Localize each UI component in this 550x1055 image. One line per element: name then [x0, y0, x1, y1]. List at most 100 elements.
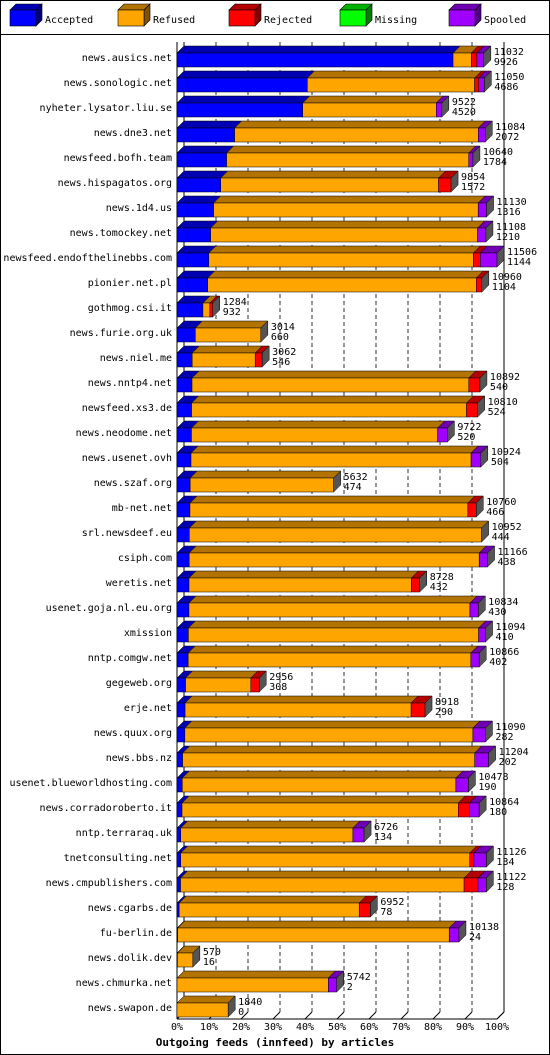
bar-side	[486, 195, 494, 218]
accepted-label: 1316	[497, 207, 521, 218]
accepted-label: 430	[488, 607, 506, 618]
legend-label: Spooled	[484, 15, 526, 26]
bar-segment	[220, 170, 447, 193]
bar-segment	[176, 295, 211, 318]
bar-segment	[176, 45, 461, 68]
accepted-label: 660	[271, 332, 289, 343]
bar	[176, 402, 192, 418]
bar	[226, 152, 469, 168]
accepted-label: 466	[486, 507, 504, 518]
bar	[176, 452, 192, 468]
total-label: 11130	[497, 197, 527, 208]
bar-segment	[190, 420, 446, 443]
bar-segment	[176, 95, 311, 118]
accepted-label: 520	[457, 432, 475, 443]
bar-top	[176, 120, 243, 129]
bar-side	[419, 570, 427, 593]
accepted-label: 9926	[494, 57, 518, 68]
category-label: news.hispagatos.org	[58, 178, 172, 189]
total-label: 10960	[492, 272, 522, 283]
accepted-label: 134	[374, 832, 392, 843]
accepted-label: 180	[489, 807, 507, 818]
bar-top	[188, 595, 478, 604]
bar	[176, 527, 190, 543]
bar	[474, 77, 480, 93]
accepted-label: 474	[344, 482, 362, 493]
bar-top	[187, 620, 487, 629]
accepted-label: 1144	[507, 257, 531, 268]
total-label: 11126	[496, 847, 526, 858]
bar-top	[176, 145, 235, 154]
accepted-label: 1784	[483, 157, 507, 168]
bar-segment	[208, 245, 481, 268]
bar-side	[476, 495, 484, 518]
bar	[184, 702, 412, 718]
bar-top	[187, 645, 479, 654]
total-label: 11094	[496, 622, 526, 633]
bar	[176, 677, 186, 693]
bar	[181, 802, 459, 818]
bar	[468, 377, 481, 393]
category-label: tnetconsulting.net	[64, 853, 172, 864]
category-label: news.niel.me	[100, 353, 172, 364]
bar	[191, 377, 470, 393]
bar	[176, 752, 183, 768]
category-label: newsfeed.bofh.team	[64, 153, 172, 164]
bar-segment	[181, 770, 464, 793]
bar-side	[212, 295, 220, 318]
bar	[188, 627, 479, 643]
bar	[358, 902, 371, 918]
bar-top	[190, 420, 446, 429]
total-label: 10924	[491, 447, 521, 458]
bar-segment	[176, 970, 336, 993]
bar	[472, 727, 486, 743]
category-label: news.quux.org	[94, 728, 172, 739]
total-label: 3014	[271, 322, 295, 333]
bar	[471, 52, 478, 68]
category-label: news.neodome.net	[76, 428, 172, 439]
category-label: news.1d4.us	[106, 203, 172, 214]
accepted-label: 932	[223, 307, 241, 318]
x-tick-label: 20%	[232, 1022, 250, 1033]
total-label: 570	[203, 947, 221, 958]
category-label: news.bbs.nz	[106, 753, 172, 764]
bar	[208, 252, 474, 268]
legend-swatch	[9, 9, 37, 27]
bar-side	[480, 445, 489, 468]
bar	[176, 877, 181, 893]
bar-side	[484, 70, 492, 93]
bar	[477, 227, 487, 243]
bar	[176, 202, 214, 218]
bar	[176, 577, 190, 593]
bar	[176, 602, 190, 618]
accepted-label: 2	[347, 982, 353, 993]
accepted-label: 16	[203, 957, 215, 968]
bar-segment	[212, 195, 486, 218]
bar-side	[258, 670, 267, 693]
bar	[176, 352, 193, 368]
bar-top	[184, 695, 419, 704]
total-label: 5632	[344, 472, 368, 483]
category-label: news.tomockey.net	[70, 228, 172, 239]
category-label: gothmog.csi.it	[88, 303, 172, 314]
accepted-label: 504	[491, 457, 509, 468]
bar-segment	[190, 445, 479, 468]
category-label: nyheter.lysator.liu.se	[40, 103, 172, 114]
bar-top	[177, 920, 457, 929]
total-label: 11032	[494, 47, 524, 58]
x-tick-label: 80%	[424, 1022, 442, 1033]
bar	[474, 752, 489, 768]
bar-side	[192, 945, 201, 968]
total-label: 1284	[223, 297, 247, 308]
accepted-label: 290	[435, 707, 453, 718]
x-tick	[272, 1011, 281, 1020]
total-label: 10864	[489, 797, 519, 808]
total-label: 10640	[483, 147, 513, 158]
category-label: news.nntp4.net	[88, 378, 172, 389]
bar	[176, 277, 208, 293]
bar	[437, 427, 448, 443]
legend-label: Missing	[375, 15, 417, 26]
bar	[254, 352, 263, 368]
bar	[176, 777, 183, 793]
